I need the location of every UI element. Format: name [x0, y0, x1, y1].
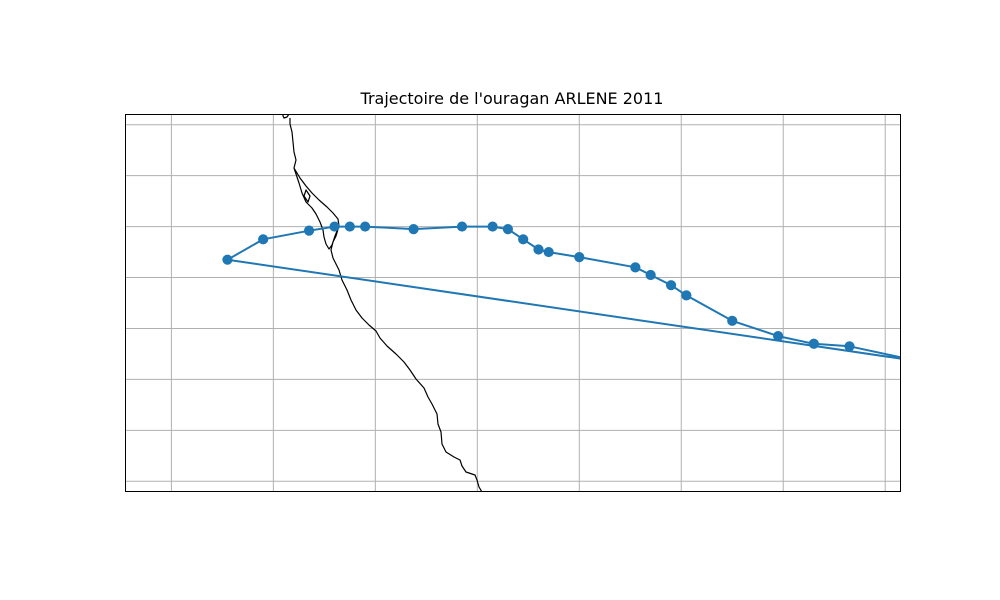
track-point-marker: [487, 221, 498, 232]
track-point-marker: [222, 254, 233, 265]
track-point-marker: [456, 221, 468, 232]
track-point-marker: [808, 338, 819, 349]
track-point-marker: [681, 290, 692, 301]
track-point-marker: [258, 234, 269, 245]
track-point-marker: [533, 244, 544, 255]
coastline: [282, 114, 483, 492]
track-point-marker: [574, 252, 585, 263]
track-point-marker: [408, 224, 419, 235]
axes-frame: [125, 114, 901, 492]
gridlines: [125, 114, 901, 492]
track-layer: [222, 221, 925, 366]
chart-title: Trajectoire de l'ouragan ARLENE 2011: [360, 89, 664, 108]
track-point-marker: [630, 262, 641, 273]
track-point-marker: [518, 234, 529, 245]
track-point-marker: [329, 221, 340, 232]
track-point-marker: [344, 221, 355, 232]
track-point-marker: [303, 225, 315, 236]
track-point-marker: [360, 221, 371, 232]
track-point-marker: [773, 331, 784, 342]
axes-background: [125, 114, 901, 492]
track-point-marker: [916, 357, 925, 366]
track-point-marker: [645, 269, 656, 281]
track-point-marker: [727, 315, 738, 326]
track-point-marker: [665, 280, 677, 291]
track-point-marker: [844, 341, 855, 352]
track-point-marker: [502, 224, 514, 235]
track-point-marker: [543, 246, 554, 258]
